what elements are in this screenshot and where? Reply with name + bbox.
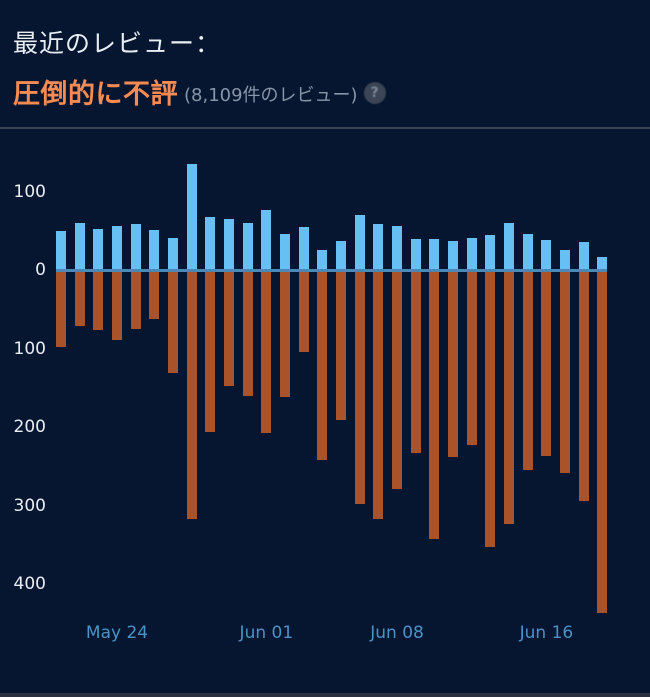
negative-bar[interactable] — [93, 270, 104, 330]
recent-reviews-title: 最近のレビュー： — [13, 29, 222, 58]
y-tick-label: 100 — [13, 181, 46, 202]
bottom-edge — [0, 693, 650, 697]
negative-bar[interactable] — [186, 270, 197, 519]
zero-line — [56, 269, 608, 272]
negative-bar[interactable] — [298, 270, 309, 353]
negative-bar[interactable] — [448, 270, 459, 457]
y-tick-label: 400 — [13, 574, 46, 594]
rating-row: 圧倒的に不評 (8,109件のレビュー) ? — [13, 72, 386, 111]
positive-bar[interactable] — [560, 249, 571, 270]
y-tick-label: 300 — [13, 495, 46, 516]
positive-bar[interactable] — [56, 230, 66, 270]
negative-bar[interactable] — [149, 270, 160, 320]
negative-bar[interactable] — [74, 270, 85, 326]
positive-bar[interactable] — [485, 235, 496, 270]
positive-bar[interactable] — [541, 240, 552, 270]
negative-bar[interactable] — [280, 270, 291, 398]
positive-bar[interactable] — [317, 249, 328, 270]
x-tick-label: Jun 08 — [370, 623, 424, 643]
x-tick-label: May 24 — [85, 623, 149, 643]
review-count: (8,109件のレビュー) — [184, 84, 358, 106]
positive-bar[interactable] — [597, 256, 608, 270]
y-tick-label: 100 — [13, 338, 46, 359]
positive-bar[interactable] — [410, 238, 421, 270]
negative-bar[interactable] — [112, 270, 122, 340]
negative-bar[interactable] — [504, 270, 515, 525]
positive-bar[interactable] — [74, 222, 85, 270]
negative-bar[interactable] — [485, 270, 496, 548]
review-histogram-chart: 100 0 100 200 300 400 May 24 Jun 01 Jun 08 Jun 1… — [0, 129, 650, 694]
positive-bar[interactable] — [261, 210, 272, 270]
negative-bar[interactable] — [392, 270, 403, 489]
positive-bar[interactable] — [373, 223, 384, 270]
negative-bar[interactable] — [541, 270, 552, 457]
negative-bar[interactable] — [130, 270, 141, 329]
negative-bar[interactable] — [261, 270, 272, 434]
header-divider — [0, 127, 650, 129]
y-tick-label: 0 — [35, 260, 46, 280]
positive-bar[interactable] — [149, 229, 160, 270]
positive-bar[interactable] — [242, 222, 253, 270]
negative-bar[interactable] — [168, 270, 179, 373]
negative-bar[interactable] — [205, 270, 216, 432]
question-mark-icon[interactable]: ? — [363, 81, 386, 104]
positive-bar[interactable] — [429, 238, 440, 270]
negative-bar[interactable] — [373, 270, 384, 519]
positive-bar[interactable] — [578, 241, 589, 270]
positive-bar[interactable] — [205, 216, 216, 270]
positive-bar[interactable] — [466, 237, 477, 270]
negative-bar[interactable] — [597, 270, 608, 614]
review-summary-header: 最近のレビュー： 圧倒的に不評 (8,109件のレビュー) ? — [0, 0, 650, 128]
negative-bar[interactable] — [224, 270, 235, 387]
x-tick-label: Jun 01 — [239, 623, 294, 643]
positive-bar[interactable] — [354, 215, 365, 270]
positive-bar[interactable] — [130, 224, 141, 270]
positive-bar[interactable] — [336, 240, 347, 270]
negative-bar[interactable] — [560, 270, 571, 474]
x-tick-label: Jun 16 — [519, 623, 574, 643]
positive-bar[interactable] — [504, 222, 515, 270]
positive-bar[interactable] — [298, 226, 309, 270]
y-tick-label: 200 — [13, 417, 46, 437]
negative-bar[interactable] — [578, 270, 589, 501]
negative-bar[interactable] — [429, 270, 440, 540]
positive-bar[interactable] — [522, 233, 533, 270]
positive-bar[interactable] — [280, 233, 291, 270]
negative-bar[interactable] — [317, 270, 328, 460]
negative-bar[interactable] — [56, 270, 66, 347]
negative-bar[interactable] — [522, 270, 533, 471]
rating-label: 圧倒的に不評 — [13, 79, 178, 110]
positive-bar[interactable] — [112, 226, 122, 270]
negative-bar[interactable] — [242, 270, 253, 396]
positive-bar[interactable] — [168, 237, 179, 270]
positive-bar[interactable] — [224, 218, 235, 270]
negative-bar[interactable] — [354, 270, 365, 504]
positive-bar[interactable] — [392, 226, 403, 270]
negative-bar[interactable] — [466, 270, 477, 446]
positive-bar[interactable] — [448, 240, 459, 270]
positive-bar[interactable] — [93, 229, 104, 270]
negative-bar[interactable] — [410, 270, 421, 453]
positive-bar[interactable] — [186, 164, 197, 270]
negative-bar[interactable] — [336, 270, 347, 420]
